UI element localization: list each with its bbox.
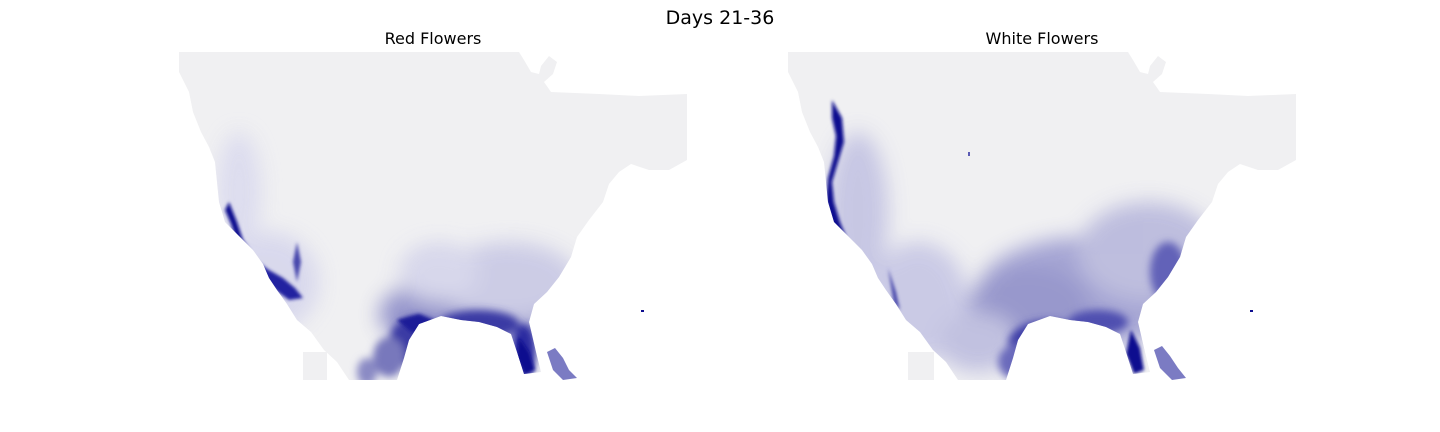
caribbean-islands: [547, 310, 644, 380]
red-flowers-map: [179, 52, 687, 380]
red-flowers-title: Red Flowers: [384, 29, 482, 48]
white-flowers-panel: White Flowers: [788, 28, 1296, 380]
caribbean-islands: [968, 152, 1253, 380]
white-flowers-title: White Flowers: [985, 29, 1099, 48]
figure-title: Days 21-36: [665, 7, 775, 29]
white-flowers-map: [788, 52, 1296, 380]
red-flowers-panel: Red Flowers: [179, 28, 687, 380]
